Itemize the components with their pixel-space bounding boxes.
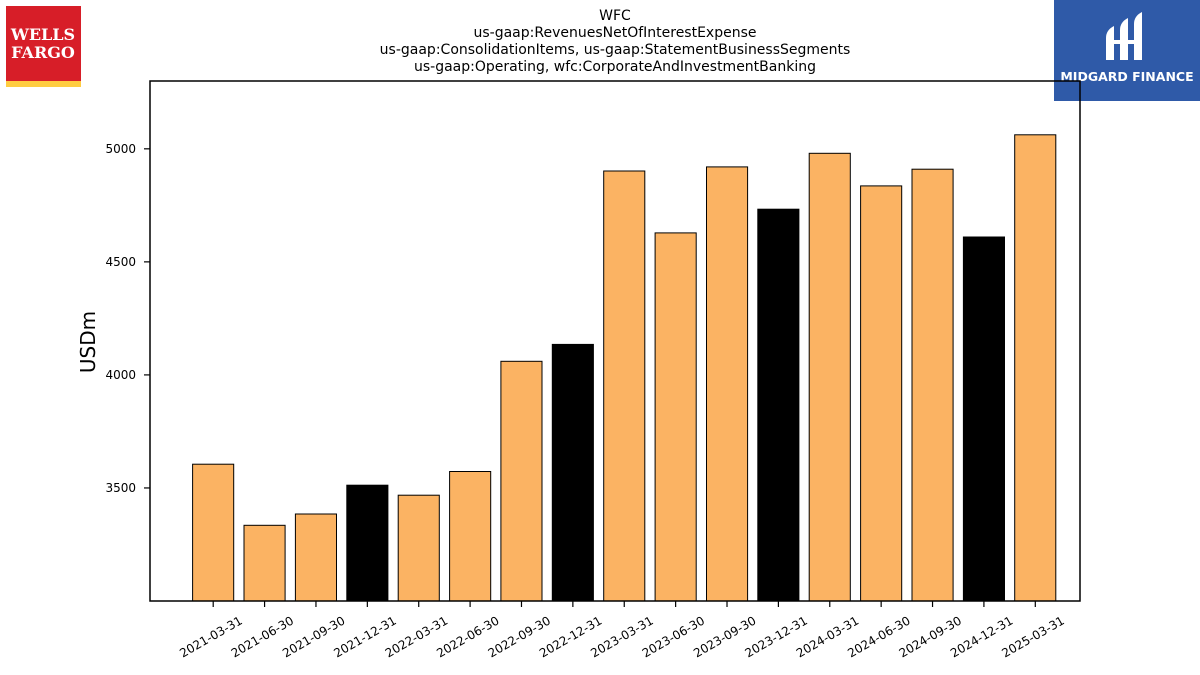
title-line-4: us-gaap:Operating, wfc:CorporateAndInves…	[414, 59, 816, 75]
y-tick-label: 3500	[105, 481, 136, 495]
logo-text-line2: FARGO	[11, 43, 75, 62]
bar-2022-12-31	[551, 343, 594, 602]
bar-2024-09-30	[911, 168, 954, 602]
y-tick-label: 4500	[105, 255, 136, 269]
wells-fargo-logo: WELLS FARGO	[6, 6, 81, 87]
title-line-3: us-gaap:ConsolidationItems, us-gaap:Stat…	[380, 42, 851, 58]
title-line-2: us-gaap:RevenuesNetOfInterestExpense	[473, 25, 756, 41]
title-line-1: WFC	[599, 8, 631, 24]
bar-2021-06-30	[243, 524, 286, 602]
logo-text-line1: WELLS	[10, 25, 75, 44]
x-axis-ticks: 2021-03-312021-06-302021-09-302021-12-31…	[177, 601, 1067, 660]
bar-2021-03-31	[192, 463, 235, 602]
y-axis-ticks: 3500 4000 4500 5000	[105, 142, 150, 495]
bar-2021-09-30	[294, 513, 337, 602]
bars-group	[192, 134, 1057, 602]
chart-title: WFC us-gaap:RevenuesNetOfInterestExpense…	[380, 8, 851, 75]
y-axis-label: USDm	[76, 311, 100, 373]
bar-2024-03-31	[808, 152, 851, 602]
bar-2023-09-30	[706, 166, 749, 602]
bar-2021-12-31	[346, 484, 389, 602]
midgard-mark-icon	[1106, 12, 1142, 60]
bar-2025-03-31	[1014, 134, 1057, 602]
midgard-finance-logo: MIDGARD FINANCE	[1054, 0, 1200, 101]
bar-2023-06-30	[654, 232, 697, 602]
bar-2022-03-31	[397, 494, 440, 602]
y-tick-label: 5000	[105, 142, 136, 156]
bar-2023-03-31	[603, 170, 646, 602]
plot-frame	[149, 80, 1081, 602]
bar-2022-06-30	[449, 471, 492, 602]
bar-2024-12-31	[962, 236, 1006, 602]
y-tick-label: 4000	[105, 368, 136, 382]
bar-2023-12-31	[757, 208, 800, 602]
bar-2024-06-30	[860, 185, 903, 602]
logo-right-text: MIDGARD FINANCE	[1060, 69, 1193, 84]
bar-2022-09-30	[500, 360, 543, 602]
